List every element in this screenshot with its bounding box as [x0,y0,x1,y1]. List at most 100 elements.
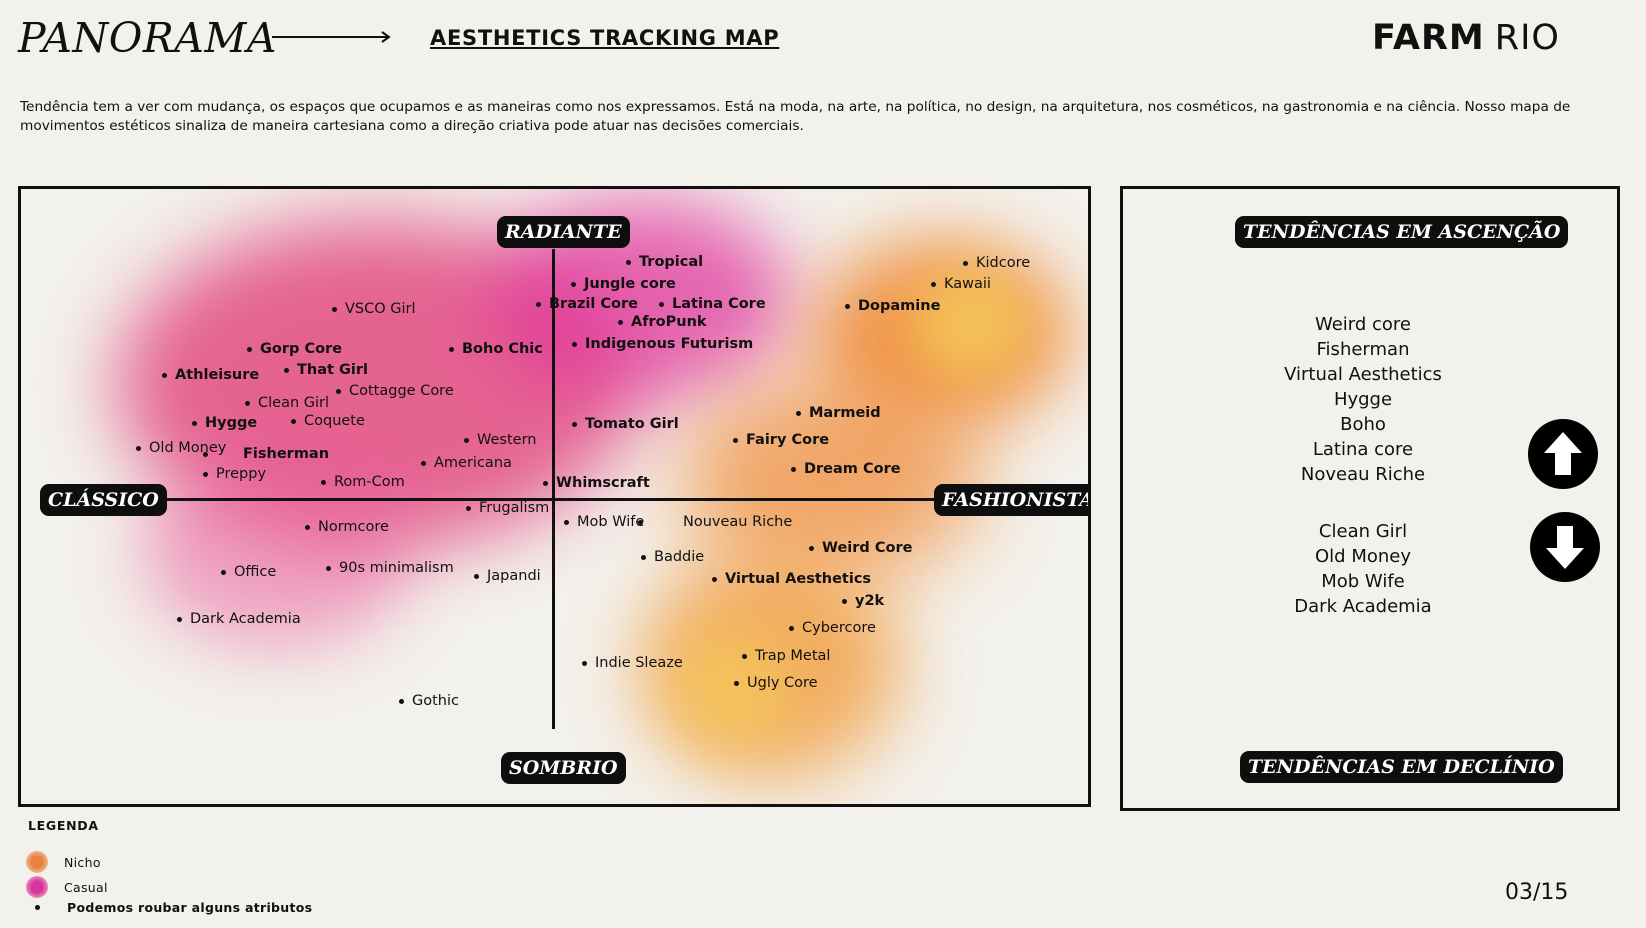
trend-label-text: VSCO Girl [345,301,416,317]
legend-item-casual: Casual [26,876,108,898]
intro-paragraph: Tendência tem a ver com mudança, os espa… [20,99,1571,134]
brand-title: PANORAMA [18,14,277,62]
legend-item-dot: Podemos roubar alguns atributos [26,900,312,915]
axis-label-radiante: RADIANTE [497,216,630,248]
trend-label-text: Fisherman [243,446,330,462]
bullet-dot-icon [543,480,548,486]
trend-label: Western [464,431,536,449]
bullet-dot-icon [192,420,197,426]
farm-rio-logo: FARM RIO [1372,18,1560,58]
bullet-dot-icon [35,905,40,910]
trend-label-text: Latina Core [672,296,766,312]
bullet-dot-icon [582,660,587,666]
trend-label: Mob Wife [564,513,644,531]
bullet-dot-icon [564,519,569,525]
bullet-dot-icon [474,573,479,579]
bullet-dot-icon [638,520,643,525]
bullet-dot-icon [733,437,738,443]
trend-label: Weird Core [809,539,912,557]
bullet-dot-icon [571,281,576,287]
trend-label: Gorp Core [247,340,342,358]
trend-label-text: Marmeid [809,405,881,421]
trend-label-text: Tomato Girl [585,416,679,432]
trend-label: Fisherman [203,445,330,463]
rising-trends-title: TENDÊNCIAS EM ASCENÇÃO [1235,216,1569,248]
page-subtitle: AESTHETICS TRACKING MAP [430,26,780,50]
trend-label: Kidcore [963,254,1030,272]
trends-panel: TENDÊNCIAS EM ASCENÇÃO Weird core Fisher… [1120,186,1620,811]
trend-label-text: Boho Chic [462,341,543,357]
bullet-dot-icon [789,625,794,631]
axis-label-classico: CLÁSSICO [40,484,167,516]
trend-label-text: Indigenous Futurism [585,336,754,352]
trend-label: Athleisure [162,366,259,384]
declining-trend-item: Old Money [1315,546,1411,567]
bullet-dot-icon [326,565,331,571]
trend-label-text: 90s minimalism [339,560,454,576]
trend-label: Brazil Core [536,295,638,313]
trend-label: Kawaii [931,275,991,293]
bullet-dot-icon [931,281,936,287]
bullet-dot-icon [291,418,296,424]
arrow-right-icon [272,31,391,43]
legend-item-nicho: Nicho [26,851,101,873]
declining-trends-list: Clean Girl Old Money Mob Wife Dark Acade… [1123,519,1603,619]
legend-label-dot: Podemos roubar alguns atributos [67,900,313,915]
bullet-dot-icon [791,466,796,472]
trend-label: y2k [842,592,884,610]
declining-trend-item: Mob Wife [1321,571,1405,592]
bullet-dot-icon [572,341,577,347]
trend-label: Indigenous Futurism [572,335,753,353]
trend-label-text: Western [477,432,537,448]
trend-label-text: Gothic [412,693,459,709]
trend-label: Nouveau Riche [638,513,793,531]
bullet-dot-icon [536,301,541,307]
trend-label-text: y2k [855,593,885,609]
bullet-dot-icon [796,410,801,416]
declining-trend-item: Clean Girl [1318,521,1408,542]
trend-label: Japandi [474,567,541,585]
bullet-dot-icon [572,421,577,427]
bullet-dot-icon [618,319,623,325]
bullet-dot-icon [734,680,739,686]
trend-label-text: Trap Metal [755,648,831,664]
trend-label: Dream Core [791,460,901,478]
trend-label: Boho Chic [449,340,543,358]
yellow-highlight-bottom [671,629,791,749]
bullet-dot-icon [177,616,182,622]
trend-label-text: Nouveau Riche [683,514,793,530]
trend-label: Virtual Aesthetics [712,570,871,588]
trend-label-text: Ugly Core [747,675,818,691]
trend-label-text: Americana [434,455,512,471]
trend-label: Fairy Core [733,431,829,449]
legend-title: LEGENDA [28,818,99,833]
trend-label-text: Japandi [487,568,541,584]
declining-trends-title: TENDÊNCIAS EM DECLÍNIO [1240,751,1563,783]
trend-label-text: Frugalism [479,500,550,516]
trend-label-text: Mob Wife [577,514,645,530]
trend-label-text: Old Money [149,440,227,456]
trend-label: Hygge [192,414,257,432]
bullet-dot-icon [641,554,646,560]
axis-label-sombrio: SOMBRIO [501,752,626,784]
bullet-dot-icon [963,260,968,266]
logo-secondary: RIO [1494,18,1560,58]
trend-label: Old Money [136,439,226,457]
trend-label-text: Dream Core [804,461,901,477]
trend-label: Whimscraft [543,474,650,492]
bullet-dot-icon [742,653,747,659]
bullet-dot-icon [842,598,847,604]
bullet-dot-icon [712,576,717,582]
trend-label: 90s minimalism [326,559,454,577]
bullet-dot-icon [247,346,252,352]
trend-label-text: Tropical [639,254,704,270]
trend-label-text: Coquete [304,413,365,429]
trend-label: AfroPunk [618,313,707,331]
rising-trend-item: Noveau Riche [1300,464,1426,485]
bullet-dot-icon [399,698,404,704]
trend-label-text: Brazil Core [549,296,639,312]
bullet-dot-icon [659,301,664,307]
rising-trend-item: Weird core [1314,314,1412,335]
bullet-dot-icon [845,303,850,309]
casual-zone-lower-left [141,459,411,649]
